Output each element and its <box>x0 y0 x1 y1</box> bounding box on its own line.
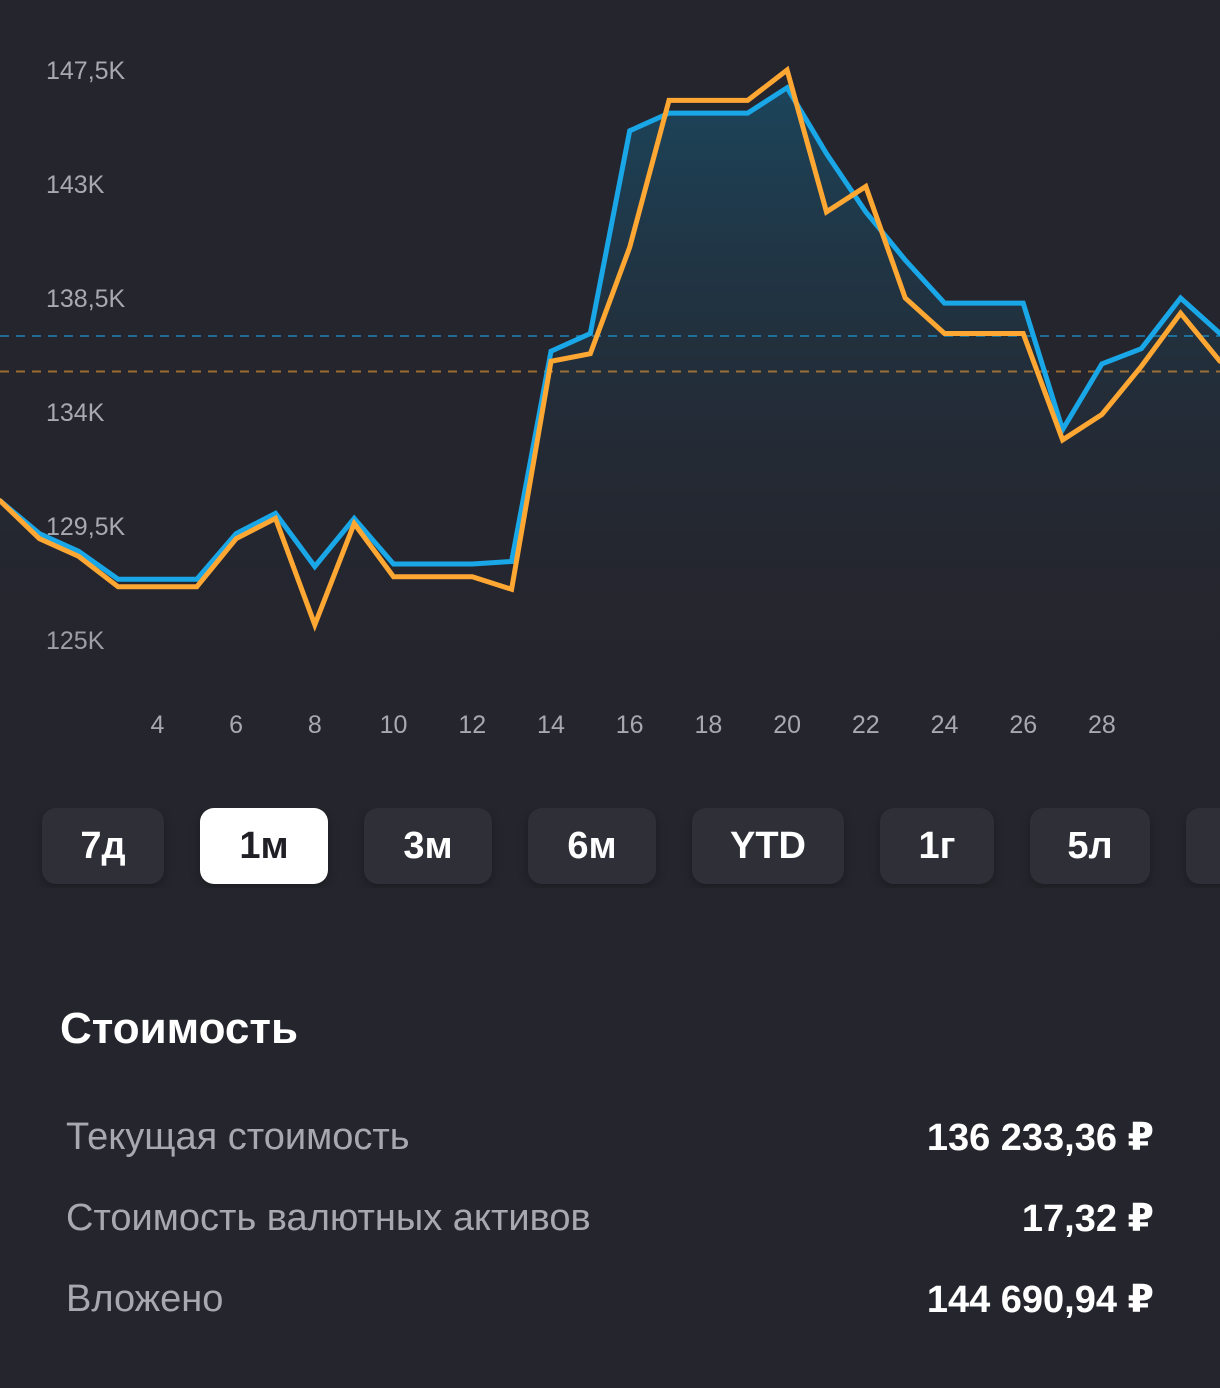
chart-area <box>0 87 1220 700</box>
section-title: Стоимость <box>60 1004 299 1053</box>
x-tick-label: 20 <box>773 711 801 739</box>
y-tick-label: 147,5K <box>46 57 126 85</box>
summary-row-current-value: Текущая стоимость 136 233,36 ₽ <box>66 1107 1154 1167</box>
period-5y-button[interactable]: 5л <box>1030 808 1150 884</box>
period-1m-button[interactable]: 1м <box>200 808 328 884</box>
period-3m-button[interactable]: 3м <box>364 808 492 884</box>
x-tick-label: 24 <box>931 711 959 739</box>
series-line-2 <box>0 65 1220 632</box>
period-selector: 7д 1м 3м 6м YTD 1г 5л <box>0 808 1220 888</box>
x-tick-label: 18 <box>694 711 722 739</box>
x-tick-label: 4 <box>150 711 164 739</box>
x-tick-label: 14 <box>537 711 565 739</box>
period-7d-button[interactable]: 7д <box>42 808 164 884</box>
period-more-button[interactable] <box>1186 808 1220 884</box>
x-tick-label: 8 <box>308 711 322 739</box>
x-tick-label: 28 <box>1088 711 1116 739</box>
chart-lines <box>0 65 1220 632</box>
y-tick-label: 129,5K <box>46 513 126 541</box>
x-tick-label: 26 <box>1009 711 1037 739</box>
summary-row-invested: Вложено 144 690,94 ₽ <box>66 1269 1154 1329</box>
summary-label: Текущая стоимость <box>66 1115 410 1158</box>
period-1y-button[interactable]: 1г <box>880 808 994 884</box>
summary-value: 144 690,94 ₽ <box>926 1278 1154 1321</box>
x-axis: 4 6 8 10 12 14 16 18 20 22 24 26 28 <box>150 711 1115 739</box>
x-tick-label: 10 <box>380 711 408 739</box>
series-line-1 <box>0 84 1220 582</box>
series-area-fill <box>0 87 1220 700</box>
summary-label: Вложено <box>66 1277 224 1320</box>
summary-row-currency-assets: Стоимость валютных активов 17,32 ₽ <box>66 1188 1154 1248</box>
x-tick-label: 16 <box>616 711 644 739</box>
summary-value: 17,32 ₽ <box>1021 1197 1154 1240</box>
period-ytd-button[interactable]: YTD <box>692 808 844 884</box>
summary-label: Стоимость валютных активов <box>66 1196 591 1239</box>
x-tick-label: 22 <box>852 711 880 739</box>
summary-value: 136 233,36 ₽ <box>926 1116 1154 1159</box>
y-tick-label: 134K <box>46 399 105 427</box>
y-tick-label: 138,5K <box>46 285 126 313</box>
x-tick-label: 12 <box>458 711 486 739</box>
period-6m-button[interactable]: 6м <box>528 808 656 884</box>
y-tick-label: 143K <box>46 171 105 199</box>
x-tick-label: 6 <box>229 711 243 739</box>
